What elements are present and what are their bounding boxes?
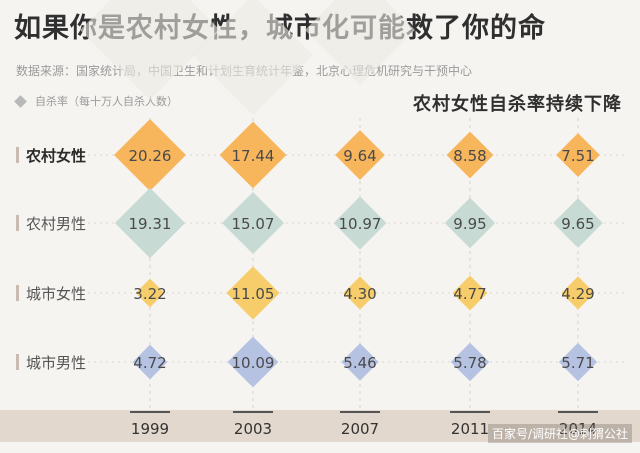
row-label: 城市女性 (26, 285, 86, 303)
x-tick-label: 2003 (234, 420, 272, 438)
data-label: 7.51 (561, 147, 594, 165)
x-tick-label: 2007 (341, 420, 379, 438)
data-diamond (341, 343, 379, 381)
data-diamond (343, 276, 377, 310)
x-tick-label: 2011 (451, 420, 489, 438)
data-label: 17.44 (232, 147, 275, 165)
background-diamond (80, 0, 220, 100)
data-diamond (135, 278, 165, 308)
data-diamond (452, 275, 488, 311)
data-label: 20.26 (129, 147, 172, 165)
data-diamond (558, 342, 598, 382)
data-label: 8.58 (453, 147, 486, 165)
data-diamond (333, 196, 387, 250)
background-diamond (193, 0, 313, 115)
data-label: 5.78 (453, 354, 486, 372)
x-axis-band (0, 410, 640, 442)
data-label: 11.05 (232, 285, 275, 303)
data-label: 4.30 (343, 285, 376, 303)
background-diamond (305, 0, 415, 85)
x-tick-label: 1999 (131, 420, 169, 438)
data-diamond (219, 121, 287, 189)
data-label: 19.31 (129, 215, 172, 233)
row-marker (16, 215, 19, 231)
data-label: 4.29 (561, 285, 594, 303)
data-diamond (556, 133, 600, 177)
data-diamond (446, 131, 494, 179)
data-diamond (561, 276, 595, 310)
data-label: 9.64 (343, 147, 376, 165)
data-label: 4.77 (453, 285, 486, 303)
data-label: 15.07 (232, 215, 275, 233)
data-diamond (450, 342, 490, 382)
watermark: 百家号/调研社@刺猬公社 (487, 424, 632, 443)
data-diamond (132, 344, 168, 380)
data-label: 5.71 (561, 354, 594, 372)
data-label: 4.72 (133, 354, 166, 372)
legend-label: 自杀率（每十万人自杀人数） (35, 95, 178, 108)
data-label: 9.65 (561, 215, 594, 233)
data-label: 10.97 (339, 215, 382, 233)
data-label: 3.22 (133, 285, 166, 303)
data-diamond (553, 198, 603, 248)
row-marker (16, 354, 19, 370)
data-diamond (335, 130, 385, 180)
data-label: 10.09 (232, 354, 275, 372)
chart-subtitle: 农村女性自杀率持续下降 (413, 94, 622, 115)
x-tick-label: 2014 (559, 420, 597, 438)
row-label: 城市男性 (26, 354, 86, 372)
data-diamond (444, 197, 496, 249)
legend: 自杀率（每十万人自杀人数） (14, 93, 178, 109)
row-label: 农村女性 (25, 147, 86, 165)
data-diamond (114, 187, 186, 259)
row-marker (16, 147, 19, 163)
data-diamond (227, 336, 279, 388)
data-label: 9.95 (453, 215, 486, 233)
row-marker (16, 285, 19, 301)
data-label: 5.46 (343, 354, 376, 372)
data-diamond (114, 119, 186, 191)
data-diamond (221, 191, 285, 255)
data-diamond (226, 266, 280, 320)
row-label: 农村男性 (26, 215, 86, 233)
